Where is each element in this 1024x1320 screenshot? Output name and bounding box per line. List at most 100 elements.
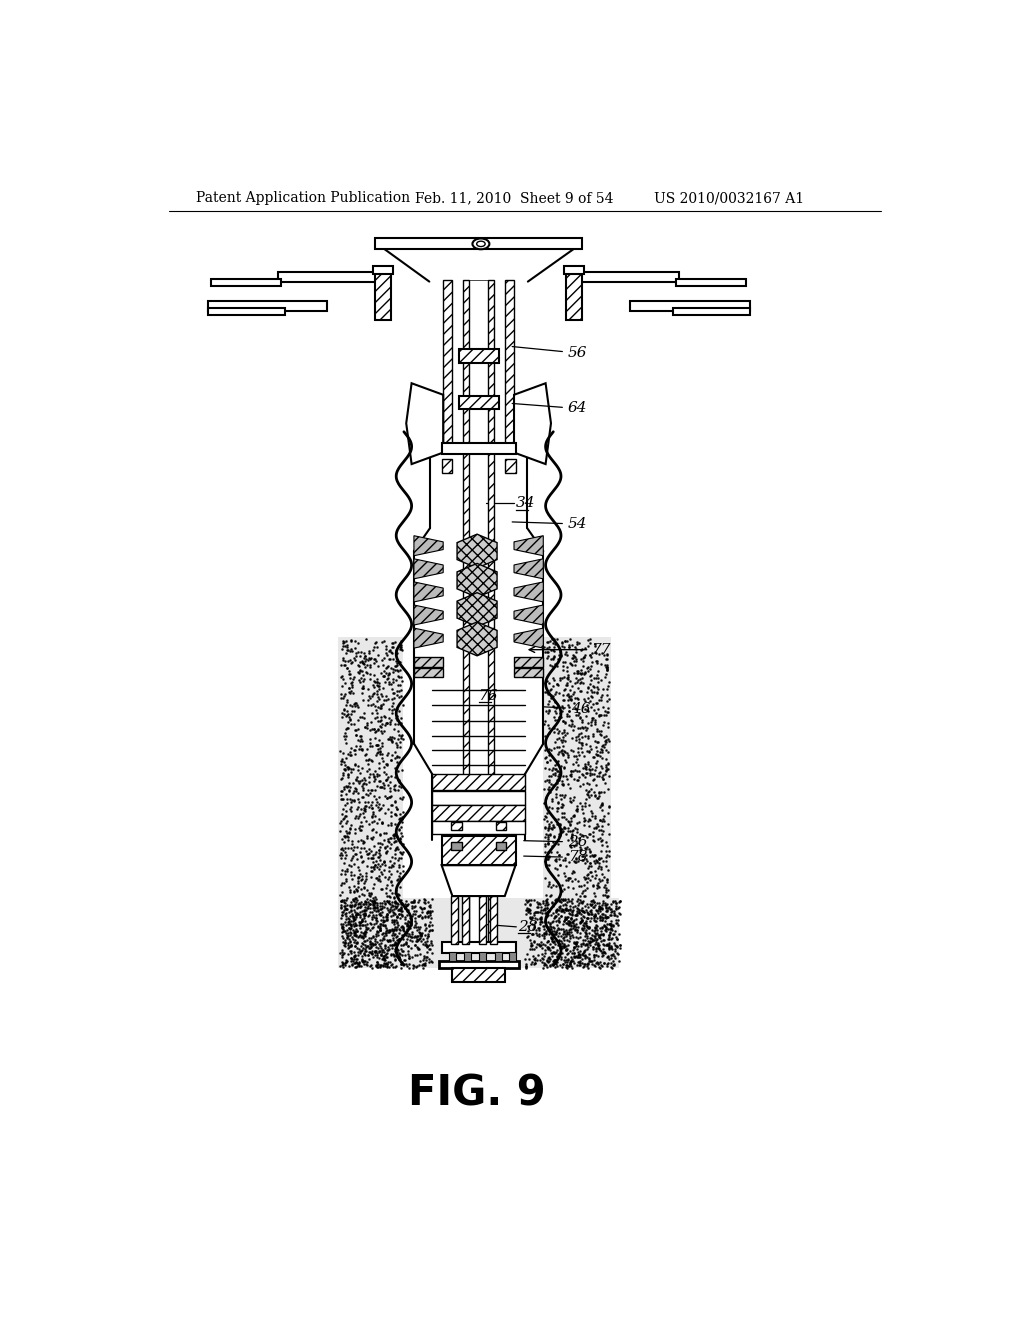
Point bbox=[379, 886, 395, 907]
Point bbox=[603, 928, 620, 949]
Point bbox=[341, 931, 357, 952]
Point bbox=[579, 946, 595, 968]
Point bbox=[373, 696, 389, 717]
Point bbox=[562, 789, 579, 810]
Point bbox=[581, 676, 597, 697]
Point bbox=[338, 718, 354, 739]
Point bbox=[413, 925, 429, 946]
Point bbox=[353, 878, 370, 899]
Point bbox=[343, 830, 359, 851]
Point bbox=[542, 779, 558, 800]
Point bbox=[348, 735, 365, 756]
Point bbox=[367, 896, 383, 917]
Point bbox=[342, 919, 358, 940]
Point bbox=[579, 923, 595, 944]
Point bbox=[557, 643, 573, 664]
Point bbox=[539, 902, 555, 923]
Point bbox=[562, 953, 579, 974]
Point bbox=[554, 632, 570, 653]
Point bbox=[541, 770, 557, 791]
Point bbox=[586, 667, 602, 688]
Point bbox=[562, 828, 579, 849]
Point bbox=[540, 803, 556, 824]
Point bbox=[568, 945, 585, 966]
Point bbox=[368, 956, 384, 977]
Bar bbox=[451, 896, 458, 944]
Point bbox=[390, 946, 407, 968]
Point bbox=[365, 801, 381, 822]
Point bbox=[393, 900, 410, 921]
Point bbox=[609, 915, 626, 936]
Point bbox=[563, 948, 580, 969]
Point bbox=[587, 911, 603, 932]
Point bbox=[361, 913, 378, 935]
Point bbox=[565, 820, 582, 841]
Point bbox=[356, 903, 373, 924]
Point bbox=[340, 942, 356, 964]
Point bbox=[566, 945, 583, 966]
Point bbox=[409, 931, 425, 952]
Point bbox=[358, 855, 375, 876]
Point bbox=[538, 747, 554, 768]
Point bbox=[568, 904, 585, 925]
Point bbox=[586, 946, 602, 968]
Point bbox=[336, 725, 352, 746]
Point bbox=[569, 818, 586, 840]
Point bbox=[385, 929, 401, 950]
Point bbox=[367, 929, 383, 950]
Point bbox=[559, 675, 575, 696]
Point bbox=[608, 936, 625, 957]
Point bbox=[573, 909, 590, 931]
Point bbox=[598, 946, 614, 968]
Point bbox=[557, 752, 573, 774]
Point bbox=[548, 875, 564, 896]
Point bbox=[391, 946, 408, 968]
Point bbox=[603, 946, 620, 968]
Point bbox=[364, 942, 380, 964]
Point bbox=[391, 907, 408, 928]
Point bbox=[417, 954, 433, 975]
Point bbox=[378, 842, 394, 863]
Point bbox=[610, 891, 627, 912]
Point bbox=[338, 869, 354, 890]
Point bbox=[531, 936, 548, 957]
Point bbox=[599, 845, 615, 866]
Point bbox=[525, 931, 542, 952]
Point bbox=[413, 923, 429, 944]
Point bbox=[581, 948, 597, 969]
Point bbox=[585, 825, 601, 846]
Point bbox=[356, 668, 373, 689]
Point bbox=[570, 871, 587, 892]
Point bbox=[347, 912, 364, 933]
Point bbox=[585, 821, 601, 842]
Point bbox=[539, 906, 555, 927]
Point bbox=[592, 742, 608, 763]
Point bbox=[366, 836, 382, 857]
Point bbox=[567, 672, 584, 693]
Point bbox=[381, 664, 397, 685]
Point bbox=[575, 886, 592, 907]
Point bbox=[376, 948, 392, 969]
Point bbox=[402, 911, 419, 932]
Point bbox=[577, 912, 593, 933]
Point bbox=[387, 840, 403, 861]
Point bbox=[592, 907, 608, 928]
Point bbox=[601, 927, 617, 948]
Point bbox=[572, 708, 589, 729]
Point bbox=[530, 892, 547, 913]
Point bbox=[399, 915, 416, 936]
Bar bbox=[443, 280, 453, 446]
Point bbox=[366, 874, 382, 895]
Point bbox=[570, 954, 587, 975]
Point bbox=[350, 830, 367, 851]
Point bbox=[596, 953, 612, 974]
Point bbox=[548, 888, 564, 909]
Point bbox=[569, 916, 586, 937]
Point bbox=[569, 748, 586, 770]
Bar bbox=[432, 821, 525, 834]
Point bbox=[566, 942, 583, 964]
Point bbox=[569, 935, 586, 956]
Point bbox=[601, 766, 617, 787]
Bar bbox=[339, 898, 618, 969]
Point bbox=[534, 903, 550, 924]
